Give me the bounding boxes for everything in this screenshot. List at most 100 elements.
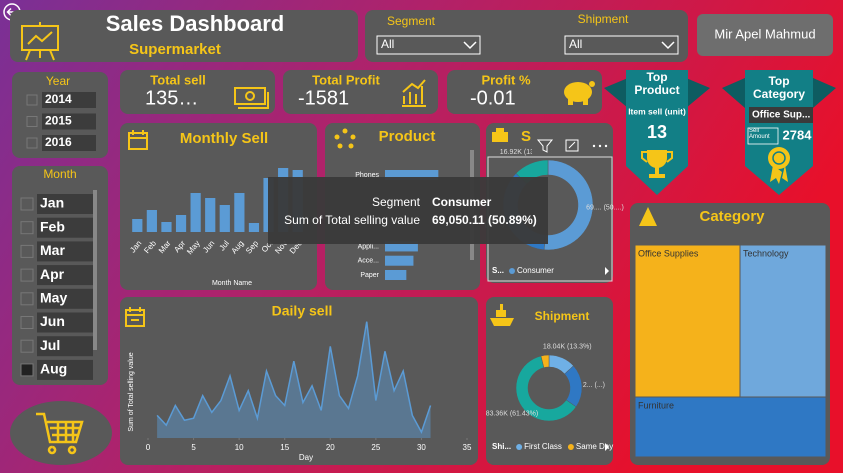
cart-panel: [10, 401, 112, 465]
legend-arrow: [605, 443, 609, 451]
data-label: 18.04K (13.3%): [543, 344, 592, 351]
ribbon-title-text: Top Product: [634, 71, 680, 97]
checkbox: [26, 137, 38, 149]
slicer-item: Jan: [40, 195, 64, 211]
dropdown-value: All: [569, 37, 582, 51]
bar: [205, 198, 216, 232]
slicer-item: 2014: [45, 92, 72, 106]
kpi-label: Total sell: [150, 72, 205, 87]
money-icon: [234, 87, 269, 109]
bar: [385, 270, 407, 280]
x-tick-label: 5: [191, 443, 196, 452]
bar: [248, 223, 260, 232]
kpi-value: -0.01: [470, 87, 516, 109]
x-axis-label: Day: [299, 453, 313, 462]
treemap-tile: [739, 244, 827, 398]
ribbon-label-text: Sell Amount: [749, 128, 770, 141]
daily-panel: [120, 297, 478, 465]
checkbox: [20, 292, 34, 306]
slicer-item: Jul: [40, 337, 60, 353]
legend-label: First Class: [524, 442, 562, 451]
bar: [161, 222, 172, 232]
bar: [219, 205, 230, 232]
ribbon-label: Sell Amount: [749, 128, 770, 141]
legend-marker: [567, 444, 574, 450]
checkbox: [20, 268, 34, 282]
tooltip-value: Consumer: [432, 195, 492, 209]
legend-label: Consumer: [517, 266, 554, 275]
chart-title: S: [521, 128, 531, 145]
easel-icon: [21, 22, 59, 61]
y-tick-label: Acce...: [358, 258, 379, 265]
title-panel: [10, 10, 358, 62]
donut-slice: [540, 354, 550, 368]
visual-toolbar[interactable]: [532, 134, 613, 156]
slicer-item: Feb: [40, 218, 65, 234]
data-label: 2... (...): [583, 382, 605, 389]
dropdown-value: All: [381, 37, 394, 51]
checkbox: [20, 197, 34, 211]
chart-title: Product: [379, 128, 436, 145]
x-tick-label: 10: [235, 443, 244, 452]
slicer-item-bg: [37, 312, 93, 333]
tooltip: [268, 177, 548, 244]
y-tick-label: Phones: [355, 172, 379, 179]
kpi-card: [447, 70, 602, 114]
x-axis-label: Month Name: [212, 280, 252, 287]
kpi-label: Total Profit: [312, 72, 380, 87]
label-box: [747, 127, 779, 145]
tooltip-label: Sum of Total selling value: [284, 213, 420, 227]
ship-icon: [490, 304, 514, 326]
line: [156, 321, 432, 434]
ribbon-title: Top Category: [753, 75, 805, 100]
piggy-icon: [564, 81, 595, 105]
bar: [146, 210, 157, 232]
slicer-title: Month: [43, 167, 76, 181]
tile-label: Office Supplies: [638, 248, 699, 258]
trophy-icon: [641, 150, 673, 178]
kpi-value: 135…: [145, 87, 198, 109]
bar: [234, 193, 245, 232]
legend-arrow: [605, 267, 609, 275]
user-name: Mir Apel Mahmud: [714, 26, 815, 41]
bar: [385, 241, 418, 252]
legend-marker: [509, 268, 516, 274]
segment-icon: [492, 128, 508, 142]
dropdown[interactable]: [564, 35, 679, 55]
x-tick-label: 25: [371, 443, 380, 452]
chart-title: Shipment: [535, 309, 590, 323]
x-tick-label: 0: [146, 443, 151, 452]
checkbox: [26, 116, 38, 127]
monthly-panel: [120, 123, 317, 290]
x-tick-label: 15: [280, 443, 289, 452]
user-panel: [697, 14, 833, 56]
data-label: 69.... (50....): [586, 204, 624, 211]
kpi-value: -1581: [298, 87, 349, 109]
y-tick-label: Paper: [360, 272, 379, 279]
slicer-item: Mar: [40, 242, 65, 258]
x-tick-label: 20: [326, 443, 335, 452]
slicer-item-bg: [37, 217, 93, 238]
ribbon-name: Office Sup...: [752, 110, 811, 121]
bar: [132, 219, 143, 232]
scrollbar: [93, 190, 97, 350]
slicer-item-bg: [37, 336, 93, 357]
y-axis-label: Sum of Total selling value: [128, 352, 135, 431]
slicer-item-bg: [37, 359, 93, 380]
slicer-item-bg: [37, 241, 93, 262]
bar: [190, 193, 201, 232]
dropdown[interactable]: [376, 35, 481, 55]
top-category-ribbon: [722, 70, 836, 195]
checkbox: [26, 94, 38, 106]
name-box: [749, 107, 813, 123]
treemap-tile: [634, 396, 827, 458]
tile-label: Technology: [743, 248, 789, 258]
dashboard-title: Sales Dashboard: [106, 11, 285, 36]
chart-title: Category: [699, 208, 765, 225]
donut-slice: [515, 355, 577, 422]
checkbox: [20, 316, 34, 329]
tooltip-label: Segment: [372, 195, 421, 209]
chart-title: Daily sell: [272, 303, 333, 319]
slicer-item: May: [40, 290, 67, 306]
ribbon-title: Top Product: [634, 71, 680, 97]
